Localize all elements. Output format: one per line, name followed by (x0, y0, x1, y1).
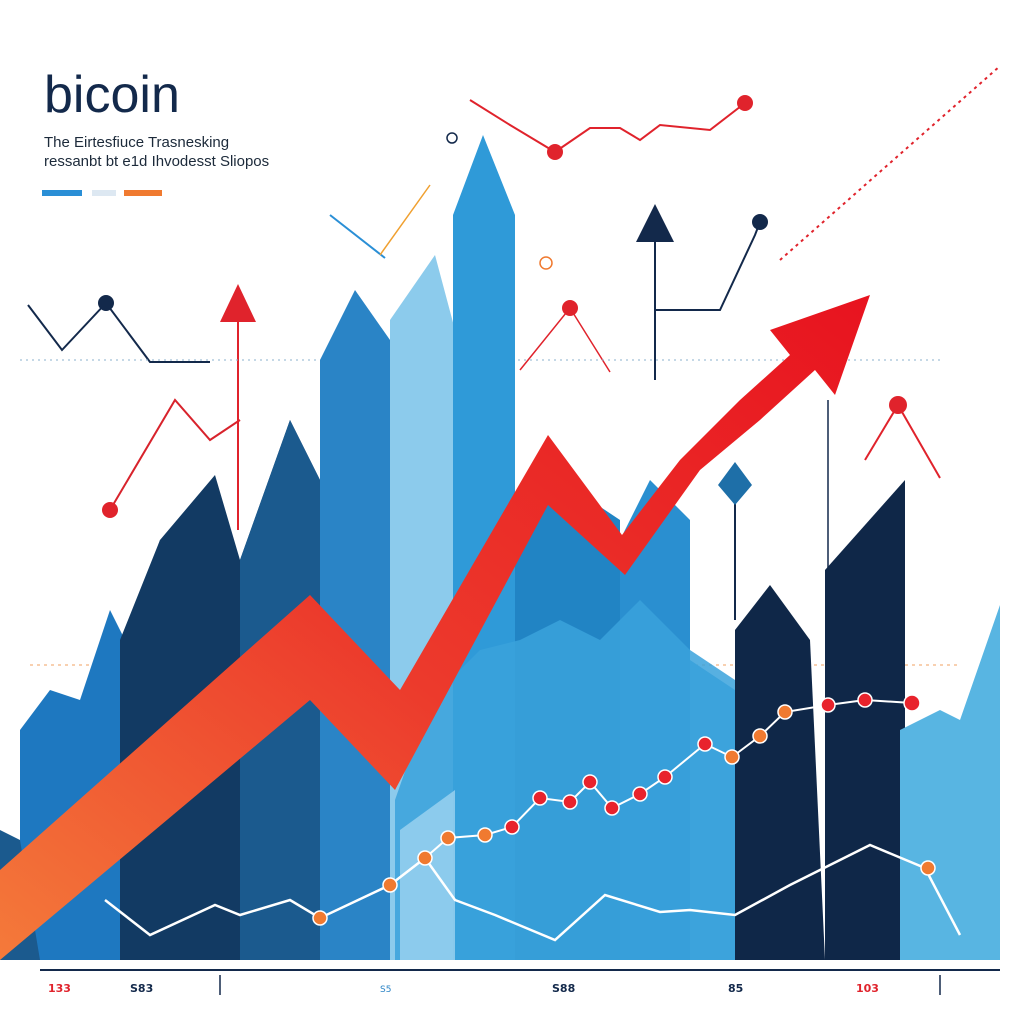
decorative-markers-part (562, 300, 578, 316)
title: bicoin (44, 66, 180, 124)
decorative-markers-part (636, 204, 674, 242)
decorative-lines-part (469, 99, 746, 154)
trend-dots-part (752, 728, 768, 744)
decorative-markers-part (102, 502, 118, 518)
header-badges-part (124, 190, 162, 196)
axis-label: S88 (552, 982, 575, 995)
trend-dots-part (417, 850, 433, 866)
axis-label: 85 (728, 982, 743, 995)
axis-label: 103 (856, 982, 879, 995)
trend-dots-part (657, 769, 673, 785)
decorative-markers-part (446, 132, 458, 144)
mountains-front-part (395, 600, 735, 960)
mountains-back-part (735, 585, 825, 960)
mountains-front-part (400, 790, 455, 960)
header-badges-part (42, 190, 82, 196)
decorative-markers-part (718, 462, 752, 505)
decorative-lines-part (109, 398, 241, 511)
trend-dots-part (312, 910, 328, 926)
trend-dots-part (903, 694, 921, 712)
trend-dots-part (724, 749, 740, 765)
decorative-lines-part (329, 214, 386, 259)
trend-dots-part (697, 736, 713, 752)
decorative-markers-part (737, 95, 753, 111)
trend-arrow (0, 295, 870, 960)
trend-dots-part (820, 697, 836, 713)
subtitle: The Eirtesfiuce Trasnesking (44, 134, 229, 151)
decorative-markers (98, 95, 907, 518)
mountains-back-part (320, 290, 390, 960)
decorative-markers-part (547, 144, 563, 160)
trend-dots-part (777, 704, 793, 720)
trend-dots-part (604, 800, 620, 816)
axis-label: S5 (380, 985, 391, 995)
decorative-markers-part (889, 396, 907, 414)
trend-dots-part (477, 827, 493, 843)
trend-lines-part (104, 843, 962, 942)
decorative-markers-part (220, 284, 256, 322)
axis-label: 133 (48, 982, 71, 995)
trend-dots-part (532, 790, 548, 806)
mountains-back-part (825, 480, 905, 960)
trend-dots-part (562, 794, 578, 810)
decorative-markers-part (752, 214, 768, 230)
decorative-markers-part (98, 295, 114, 311)
decorative-lines-part (379, 184, 431, 256)
trend-dots-part (632, 786, 648, 802)
header-badges-part (92, 190, 116, 196)
trend-dots-part (504, 819, 520, 835)
subtitle: ressanbt bt e1d Ihvodesst Sliopos (44, 153, 269, 170)
baseline (40, 969, 1000, 995)
decorative-markers-part (539, 256, 553, 270)
trend-dots-part (582, 774, 598, 790)
header-badges (42, 190, 162, 196)
trend-dots-part (920, 860, 936, 876)
trend-dots-part (857, 692, 873, 708)
axis-label: S83 (130, 982, 153, 995)
trend-dots (312, 692, 936, 926)
trend-dots-part (382, 877, 398, 893)
trend-dots-part (440, 830, 456, 846)
